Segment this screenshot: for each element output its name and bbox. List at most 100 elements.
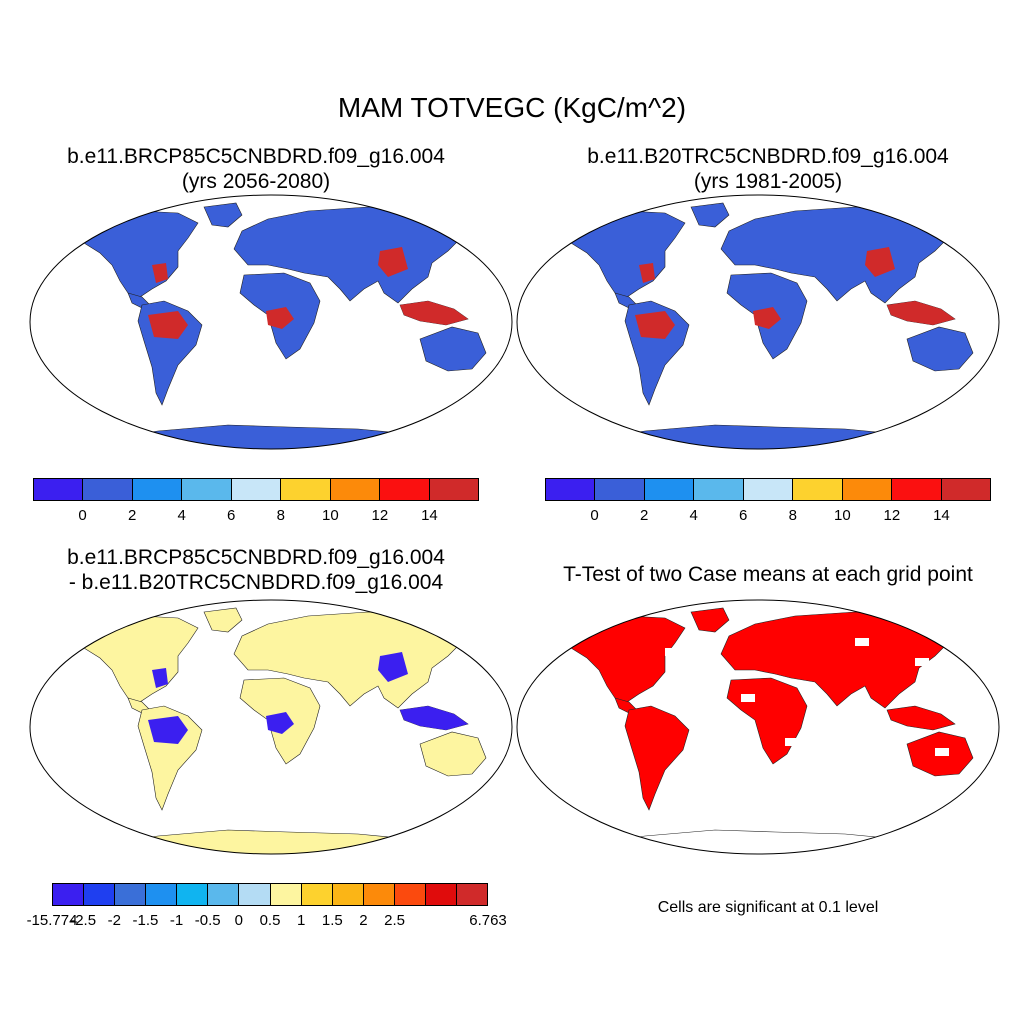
panel-4-title: T-Test of two Case means at each grid po… — [512, 562, 1024, 587]
colorbar-historical-swatch — [941, 479, 990, 500]
colorbar-difference-tick-label: -1 — [169, 912, 184, 929]
hotspot-indonesia — [400, 706, 468, 730]
colorbar-difference-swatch — [84, 884, 116, 905]
colorbar-rcp85-swatch — [182, 479, 232, 500]
globe-outline — [29, 599, 513, 855]
colorbar-historical-swatch — [546, 479, 596, 500]
hotspot-congo — [266, 712, 294, 734]
colorbar-difference-tick-label: 1.5 — [321, 912, 343, 929]
significance-note: Cells are significant at 0.1 level — [657, 899, 879, 916]
panel-2-title: b.e11.B20TRC5CNBDRD.f09_g16.004 (yrs 198… — [512, 144, 1024, 194]
colorbar-historical-tick-label: 0 — [590, 507, 599, 524]
colorbar-rcp85-swatch — [330, 479, 381, 500]
colorbar-historical-tick-label: 14 — [933, 507, 950, 524]
colorbar-difference-swatch — [394, 884, 426, 905]
panel-1-title-line2: (yrs 2056-2080) — [181, 170, 331, 193]
colorbar-rcp85-swatch — [34, 479, 84, 500]
hotspot-east-asia — [378, 652, 408, 682]
land-australia — [906, 326, 974, 372]
hotspot-east-us — [152, 263, 168, 283]
colorbar-difference-tick-label: 1 — [296, 912, 306, 929]
land-australia — [419, 326, 487, 372]
colorbar-difference-tick-label: 0 — [234, 912, 244, 929]
colorbar-historical-swatch — [793, 479, 843, 500]
colorbar-difference-swatch — [239, 884, 271, 905]
colorbar-rcp85-boxes — [33, 478, 479, 501]
colorbar-historical-tick-label: 6 — [739, 507, 748, 524]
land-north-america — [65, 615, 199, 703]
colorbar-historical: 0 2 4 6 8 10 12 14 — [545, 478, 991, 524]
map-panel-difference — [29, 599, 513, 855]
colorbar-difference-tick-label: -1.5 — [132, 912, 159, 929]
colorbar-rcp85-tick-label: 10 — [321, 507, 339, 524]
map-panel-rcp85 — [29, 194, 513, 450]
colorbar-rcp85: 0 2 4 6 8 10 12 14 — [33, 478, 479, 524]
land-layer — [552, 202, 974, 449]
colorbar-difference-swatch — [425, 884, 458, 905]
insignificant-patch-7 — [785, 738, 799, 746]
colorbar-historical-boxes — [545, 478, 991, 501]
colorbar-difference-swatch — [53, 884, 85, 905]
colorbar-historical-tick-label: 8 — [788, 507, 797, 524]
land-greenland — [690, 202, 730, 228]
land-north-america — [65, 210, 199, 298]
colorbar-rcp85-swatch — [429, 479, 478, 500]
land-eurasia — [720, 611, 956, 709]
hotspot-amazon — [148, 716, 188, 744]
insignificant-patch-1 — [695, 708, 709, 716]
colorbar-difference-swatch — [146, 884, 178, 905]
colorbar-rcp85-tick-label: 2 — [127, 507, 137, 524]
hotspot-east-us — [639, 263, 655, 283]
colorbar-rcp85-swatch — [380, 479, 430, 500]
land-antarctica — [602, 424, 926, 449]
panel-3-title: b.e11.BRCP85C5CNBDRD.f09_g16.004 - b.e11… — [0, 545, 512, 595]
hotspot-congo — [753, 307, 781, 329]
colorbar-rcp85-tick-label: 6 — [227, 507, 236, 524]
colorbar-difference-tick-label: -15.774 — [26, 912, 78, 929]
land-north-america — [552, 210, 686, 298]
hotspot-indonesia — [400, 301, 468, 325]
insignificant-patch-5 — [935, 748, 949, 756]
panel-2-title-line2: (yrs 1981-2005) — [693, 170, 843, 193]
colorbar-difference-tick-label: -0.5 — [194, 912, 221, 929]
colorbar-rcp85-swatch — [281, 479, 331, 500]
colorbar-difference-tick-label: 6.763 — [469, 912, 507, 929]
colorbar-difference-tick-label: -2 — [107, 912, 121, 929]
hotspot-east-asia — [378, 247, 408, 277]
colorbar-difference-swatch — [208, 884, 240, 905]
hotspot-east-asia — [865, 247, 895, 277]
colorbar-rcp85-tick-label: 4 — [177, 507, 186, 524]
globe-outline — [29, 194, 513, 450]
land-eurasia — [233, 206, 469, 304]
colorbar-difference-swatch — [457, 884, 488, 905]
insignificant-patch-2 — [741, 694, 755, 702]
colorbar-difference-boxes — [52, 883, 488, 906]
land-north-america — [552, 615, 686, 703]
land-layer — [552, 607, 974, 854]
colorbar-historical-swatch — [842, 479, 893, 500]
colorbar-rcp85-swatch — [83, 479, 133, 500]
land-antarctica — [115, 829, 439, 854]
land-se-asia-islands — [886, 705, 956, 731]
figure-title: MAM TOTVEGC (KgC/m^2) — [337, 92, 687, 123]
panel-4-title-line1: T-Test of two Case means at each grid po… — [563, 563, 973, 586]
panel-1-title-line1: b.e11.BRCP85C5CNBDRD.f09_g16.004 — [67, 145, 445, 168]
map-panel-historical — [516, 194, 1000, 450]
colorbar-rcp85-tick-label: 12 — [371, 507, 389, 524]
colorbar-difference-swatch — [301, 884, 333, 905]
colorbar-rcp85-tick-label: 14 — [421, 507, 438, 524]
colorbar-difference-tick-label: 0.5 — [259, 912, 281, 929]
colorbar-difference-swatch — [270, 884, 302, 905]
hotspot-congo — [266, 307, 294, 329]
colorbar-difference-swatch — [332, 884, 364, 905]
land-greenland — [690, 607, 730, 633]
globe-outline — [516, 599, 1000, 855]
insignificant-patch-0 — [665, 648, 679, 656]
hotspot-east-us — [152, 668, 168, 688]
land-layer — [65, 202, 487, 449]
hotspot-amazon — [148, 311, 188, 339]
insignificant-patch-4 — [855, 638, 869, 646]
colorbar-historical-swatch — [892, 479, 942, 500]
colorbar-historical-tick-label: 4 — [689, 507, 698, 524]
colorbar-difference-swatch — [115, 884, 147, 905]
